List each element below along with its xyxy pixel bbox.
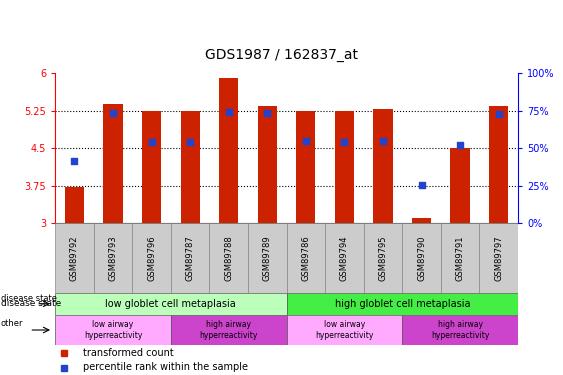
Bar: [287, 292, 518, 315]
Text: GSM89797: GSM89797: [494, 235, 503, 280]
Bar: [104, 104, 123, 223]
Bar: [335, 111, 354, 223]
Text: GSM89786: GSM89786: [301, 235, 310, 280]
Point: [340, 139, 349, 145]
Bar: [142, 111, 161, 223]
Bar: [181, 111, 200, 223]
Text: GSM89794: GSM89794: [340, 235, 349, 280]
Text: GSM89787: GSM89787: [186, 235, 195, 280]
Bar: [364, 223, 402, 292]
Text: GSM89791: GSM89791: [455, 235, 464, 280]
Bar: [441, 223, 480, 292]
Bar: [258, 106, 277, 223]
Bar: [55, 315, 171, 345]
Text: other: other: [1, 320, 23, 328]
Bar: [402, 315, 518, 345]
Text: transformed count: transformed count: [83, 348, 174, 357]
Bar: [287, 315, 402, 345]
Text: GSM89790: GSM89790: [417, 235, 426, 280]
Bar: [171, 315, 287, 345]
Bar: [219, 78, 238, 223]
Point: [378, 138, 387, 144]
Bar: [171, 223, 209, 292]
Text: GSM89795: GSM89795: [378, 235, 387, 280]
Bar: [402, 223, 441, 292]
Bar: [248, 223, 287, 292]
Point: [417, 182, 426, 188]
Bar: [55, 292, 287, 315]
Text: low airway
hyperreactivity: low airway hyperreactivity: [315, 320, 374, 340]
Bar: [93, 223, 132, 292]
Bar: [373, 109, 392, 223]
Point: [224, 109, 233, 115]
Point: [301, 138, 310, 144]
Text: GSM89796: GSM89796: [147, 235, 156, 280]
Text: high airway
hyperreactivity: high airway hyperreactivity: [199, 320, 258, 340]
Bar: [489, 106, 508, 223]
Text: disease state: disease state: [1, 294, 56, 303]
Bar: [132, 223, 171, 292]
Point: [70, 158, 79, 164]
Bar: [65, 187, 84, 223]
Text: GSM89789: GSM89789: [263, 235, 272, 280]
Text: GSM89788: GSM89788: [224, 235, 233, 280]
Point: [109, 110, 118, 116]
Bar: [450, 148, 470, 223]
Bar: [480, 223, 518, 292]
Point: [186, 139, 195, 145]
Bar: [55, 223, 93, 292]
Bar: [325, 223, 364, 292]
Text: low airway
hyperreactivity: low airway hyperreactivity: [84, 320, 142, 340]
Text: disease state: disease state: [1, 299, 61, 308]
Text: percentile rank within the sample: percentile rank within the sample: [83, 363, 248, 372]
Text: high globlet cell metaplasia: high globlet cell metaplasia: [334, 299, 470, 309]
Bar: [209, 223, 248, 292]
Text: low globlet cell metaplasia: low globlet cell metaplasia: [105, 299, 236, 309]
Text: GSM89792: GSM89792: [70, 235, 79, 280]
Point: [494, 111, 503, 117]
Point: [455, 142, 464, 148]
Bar: [296, 111, 315, 223]
Point: [263, 110, 272, 116]
Text: high airway
hyperreactivity: high airway hyperreactivity: [431, 320, 489, 340]
Bar: [287, 223, 325, 292]
Bar: [412, 218, 431, 223]
Text: GSM89793: GSM89793: [109, 235, 118, 280]
Text: GDS1987 / 162837_at: GDS1987 / 162837_at: [205, 48, 358, 62]
Point: [147, 139, 156, 145]
